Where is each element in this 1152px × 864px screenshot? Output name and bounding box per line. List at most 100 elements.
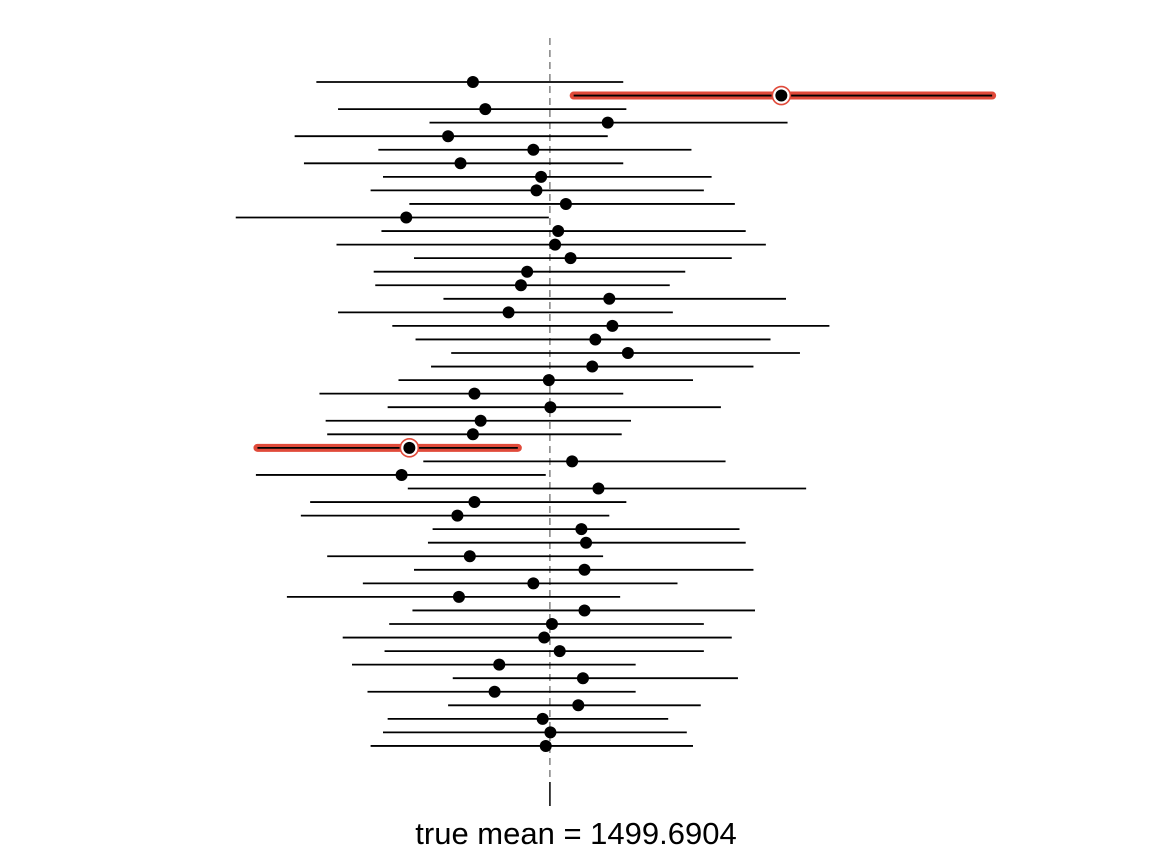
interval-14 — [414, 252, 732, 265]
interval-33 — [300, 509, 610, 522]
point-estimate — [474, 414, 487, 427]
point-estimate — [451, 509, 464, 522]
point-estimate — [589, 333, 602, 346]
point-estimate — [542, 374, 555, 387]
point-estimate — [552, 225, 565, 238]
interval-21 — [451, 347, 800, 359]
interval-11 — [235, 211, 549, 224]
interval-13 — [336, 238, 766, 251]
point-estimate — [468, 387, 481, 400]
point-estimate — [553, 645, 566, 658]
point-estimate — [479, 103, 492, 116]
interval-4 — [429, 116, 788, 129]
interval-37 — [414, 563, 754, 576]
point-estimate — [395, 468, 408, 481]
point-estimate — [621, 347, 634, 359]
point-estimate — [468, 496, 481, 509]
point-estimate — [454, 157, 467, 170]
interval-48 — [387, 712, 669, 725]
point-estimate — [502, 306, 515, 319]
interval-8 — [383, 170, 712, 183]
interval-15 — [373, 265, 686, 278]
point-estimate — [566, 455, 579, 468]
true-mean-label-value: 1499.6904 — [590, 816, 737, 851]
point-estimate — [493, 658, 506, 671]
interval-20 — [415, 333, 771, 346]
point-estimate — [530, 184, 543, 197]
interval-34 — [432, 523, 740, 536]
interval-3 — [338, 103, 627, 116]
interval-16 — [375, 279, 670, 292]
point-estimate — [578, 563, 591, 576]
interval-17 — [443, 292, 786, 305]
intervals-layer — [235, 76, 997, 752]
interval-10 — [409, 197, 735, 210]
point-estimate — [514, 279, 527, 292]
point-estimate — [442, 130, 455, 143]
point-estimate — [559, 197, 572, 210]
point-estimate — [545, 618, 558, 630]
interval-44 — [352, 658, 636, 671]
interval-22 — [431, 360, 754, 373]
interval-27 — [327, 428, 622, 441]
point-estimate — [775, 89, 788, 102]
interval-6 — [378, 143, 692, 156]
point-estimate — [549, 238, 562, 251]
interval-19 — [392, 319, 830, 332]
interval-47 — [448, 699, 701, 712]
true-mean-label-prefix: true mean = — [415, 816, 590, 851]
point-estimate — [527, 143, 540, 156]
interval-30 — [255, 468, 546, 481]
point-estimate — [603, 292, 616, 305]
interval-43 — [384, 645, 704, 658]
interval-1 — [316, 76, 624, 88]
interval-36 — [327, 550, 604, 563]
interval-9 — [370, 184, 704, 197]
interval-50 — [370, 739, 693, 752]
point-estimate — [606, 319, 619, 332]
interval-5 — [294, 130, 608, 143]
interval-18 — [338, 306, 673, 319]
interval-32 — [310, 496, 627, 509]
interval-45 — [452, 672, 738, 685]
interval-28 — [253, 438, 522, 458]
point-estimate — [463, 550, 476, 563]
point-estimate — [452, 590, 465, 603]
point-estimate — [539, 739, 552, 752]
point-estimate — [572, 699, 585, 712]
interval-31 — [407, 482, 807, 495]
interval-49 — [383, 726, 687, 739]
interval-35 — [427, 536, 746, 549]
interval-24 — [319, 387, 624, 400]
point-estimate — [601, 116, 614, 129]
interval-2 — [569, 85, 997, 106]
interval-42 — [342, 631, 732, 644]
point-estimate — [564, 252, 577, 265]
interval-38 — [362, 577, 678, 590]
point-estimate — [488, 685, 501, 698]
interval-39 — [286, 590, 621, 603]
point-estimate — [535, 170, 548, 183]
point-estimate — [403, 441, 416, 454]
interval-26 — [325, 414, 631, 427]
point-estimate — [521, 265, 534, 278]
interval-23 — [398, 374, 693, 387]
point-estimate — [544, 401, 557, 414]
interval-7 — [303, 157, 624, 170]
point-estimate — [580, 536, 593, 549]
interval-25 — [387, 401, 721, 414]
point-estimate — [466, 76, 479, 88]
point-estimate — [538, 631, 551, 644]
interval-41 — [389, 618, 704, 630]
true-mean-label: true mean = 1499.6904 — [415, 816, 736, 851]
point-estimate — [544, 726, 557, 739]
point-estimate — [592, 482, 605, 495]
point-estimate — [466, 428, 479, 441]
interval-29 — [423, 455, 726, 468]
point-estimate — [527, 577, 540, 590]
point-estimate — [586, 360, 599, 373]
point-estimate — [536, 712, 549, 725]
point-estimate — [400, 211, 413, 224]
interval-40 — [412, 604, 755, 617]
